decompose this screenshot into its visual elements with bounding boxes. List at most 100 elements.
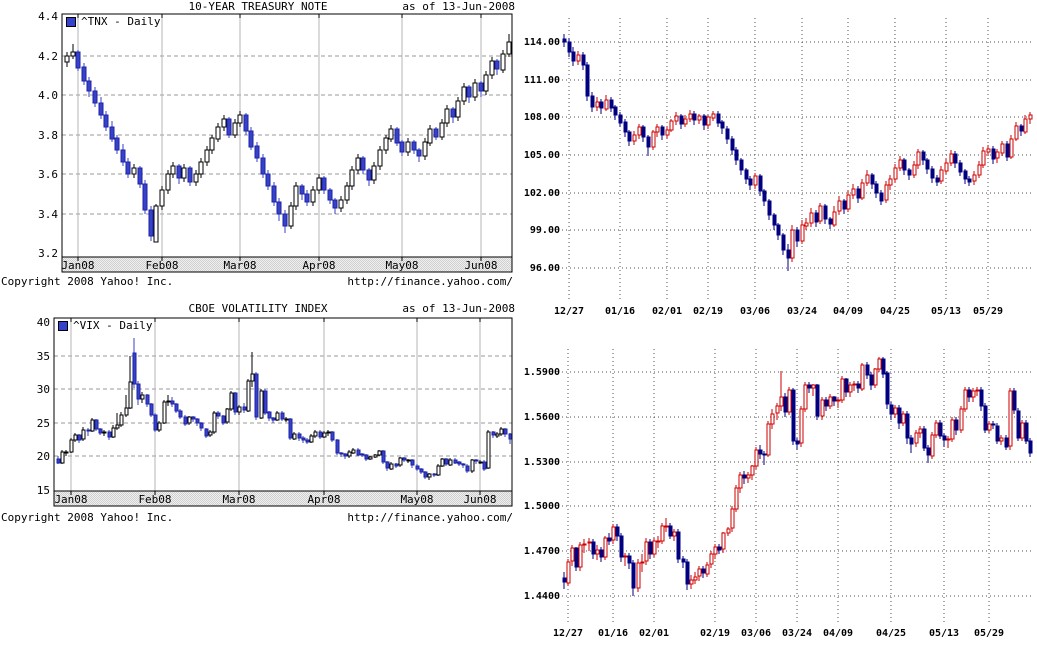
candle-body bbox=[265, 173, 271, 187]
candle-body bbox=[1023, 118, 1028, 133]
candle-body bbox=[111, 427, 116, 438]
candle-body bbox=[1009, 138, 1014, 158]
candle-body bbox=[145, 394, 150, 405]
candle-body bbox=[627, 555, 632, 564]
x-tick-label: 04/09 bbox=[823, 628, 853, 639]
candle-body bbox=[683, 118, 688, 125]
candle-body bbox=[754, 449, 759, 467]
candle-body bbox=[474, 459, 479, 462]
candle-body bbox=[930, 168, 935, 179]
candle-body bbox=[734, 487, 739, 510]
candle-body bbox=[288, 418, 293, 439]
candle-body bbox=[332, 199, 338, 209]
y-tick-label: 111.00 bbox=[524, 75, 560, 86]
candle-body bbox=[753, 175, 758, 186]
candle-body bbox=[939, 169, 944, 182]
chart-title: 10-YEAR TREASURY NOTE bbox=[188, 0, 328, 13]
candle-body bbox=[852, 383, 857, 386]
candle-body bbox=[506, 41, 512, 55]
candle-body bbox=[466, 86, 472, 98]
candle-body bbox=[721, 532, 726, 550]
candle-body bbox=[717, 546, 722, 551]
x-tick-label: Jun08 bbox=[464, 259, 497, 272]
candle-body bbox=[814, 212, 819, 223]
candle-body bbox=[288, 205, 294, 227]
candle-body bbox=[195, 418, 200, 424]
candle-body bbox=[901, 413, 906, 424]
copyright-text: Copyright 2008 Yahoo! Inc. bbox=[1, 511, 174, 524]
candle-body bbox=[646, 136, 651, 148]
candle-body bbox=[187, 416, 192, 424]
candle-body bbox=[305, 439, 310, 443]
candle-body bbox=[282, 213, 288, 227]
legend: ^TNX - Daily bbox=[66, 16, 160, 28]
y-tick-label: 1.4400 bbox=[524, 591, 560, 602]
x-tick-label: Jan08 bbox=[61, 259, 94, 272]
plot-border bbox=[61, 13, 513, 258]
candle-body bbox=[226, 118, 232, 136]
candle-body bbox=[705, 564, 710, 575]
y-tick-label: 3.6 bbox=[38, 168, 58, 181]
candle-body bbox=[394, 128, 400, 144]
legend-label: ^VIX - Daily bbox=[73, 319, 153, 332]
candle-body bbox=[623, 121, 628, 133]
y-tick-label: 96.00 bbox=[530, 263, 560, 274]
candle-body bbox=[889, 404, 894, 415]
candle-body bbox=[795, 440, 800, 445]
candle-body bbox=[679, 115, 684, 125]
candle-body bbox=[109, 126, 115, 140]
candle-body bbox=[758, 449, 763, 455]
candle-body bbox=[648, 541, 653, 555]
candle-body bbox=[465, 465, 470, 472]
source-url: http://finance.yahoo.com/ bbox=[347, 511, 513, 524]
candle-body bbox=[856, 383, 861, 389]
y-tick-label: 99.00 bbox=[530, 225, 560, 236]
candle-body bbox=[275, 412, 280, 421]
candle-body bbox=[991, 148, 996, 160]
x-tick-label: Jan08 bbox=[54, 493, 87, 506]
candle-body bbox=[631, 562, 636, 589]
candle-body bbox=[775, 405, 780, 414]
candle-body bbox=[828, 218, 833, 225]
candle-body bbox=[162, 401, 167, 424]
axis-labels: 40 35 30 25 20 15 Jan08 Feb08 Mar08 Apr08 May08 Jun… bbox=[37, 316, 513, 507]
candle-body bbox=[744, 169, 749, 180]
candle-body bbox=[902, 159, 907, 171]
y-tick-label: 4.4 bbox=[38, 10, 58, 23]
candle-body bbox=[591, 541, 596, 555]
x-tick-label: Apr08 bbox=[307, 493, 340, 506]
candle-body bbox=[804, 222, 809, 227]
gridlines bbox=[54, 318, 512, 491]
candle-body bbox=[599, 549, 604, 558]
candle-body bbox=[364, 454, 369, 460]
candle-body bbox=[987, 423, 992, 431]
x-tick-label: 04/25 bbox=[880, 306, 910, 317]
y-tick-label: 1.5600 bbox=[524, 412, 560, 423]
candle-body bbox=[619, 535, 624, 558]
candle-body bbox=[934, 422, 939, 436]
y-tick-label: 4.2 bbox=[38, 50, 58, 63]
candle-body bbox=[326, 431, 331, 434]
legend-label: ^TNX - Daily bbox=[81, 15, 161, 28]
candle-body bbox=[787, 389, 792, 413]
candle-body bbox=[762, 453, 767, 456]
candle-body bbox=[77, 434, 82, 441]
candle-body bbox=[242, 406, 247, 411]
candle-body bbox=[383, 137, 389, 151]
candle-body bbox=[142, 183, 148, 211]
candle-body bbox=[399, 141, 405, 153]
candle-body bbox=[321, 177, 327, 191]
candle-body bbox=[986, 148, 991, 153]
candle-body bbox=[963, 389, 968, 410]
candle-body bbox=[439, 122, 445, 138]
candle-body bbox=[301, 437, 306, 441]
candle-body bbox=[470, 459, 475, 472]
candle-body bbox=[742, 474, 747, 479]
candle-body bbox=[388, 128, 394, 140]
candle-body bbox=[187, 167, 193, 183]
candle-body bbox=[394, 463, 399, 467]
candle-body bbox=[781, 234, 786, 251]
candle-body bbox=[786, 249, 791, 259]
candle-body bbox=[1014, 125, 1019, 140]
x-tick-label: 03/24 bbox=[787, 306, 817, 317]
